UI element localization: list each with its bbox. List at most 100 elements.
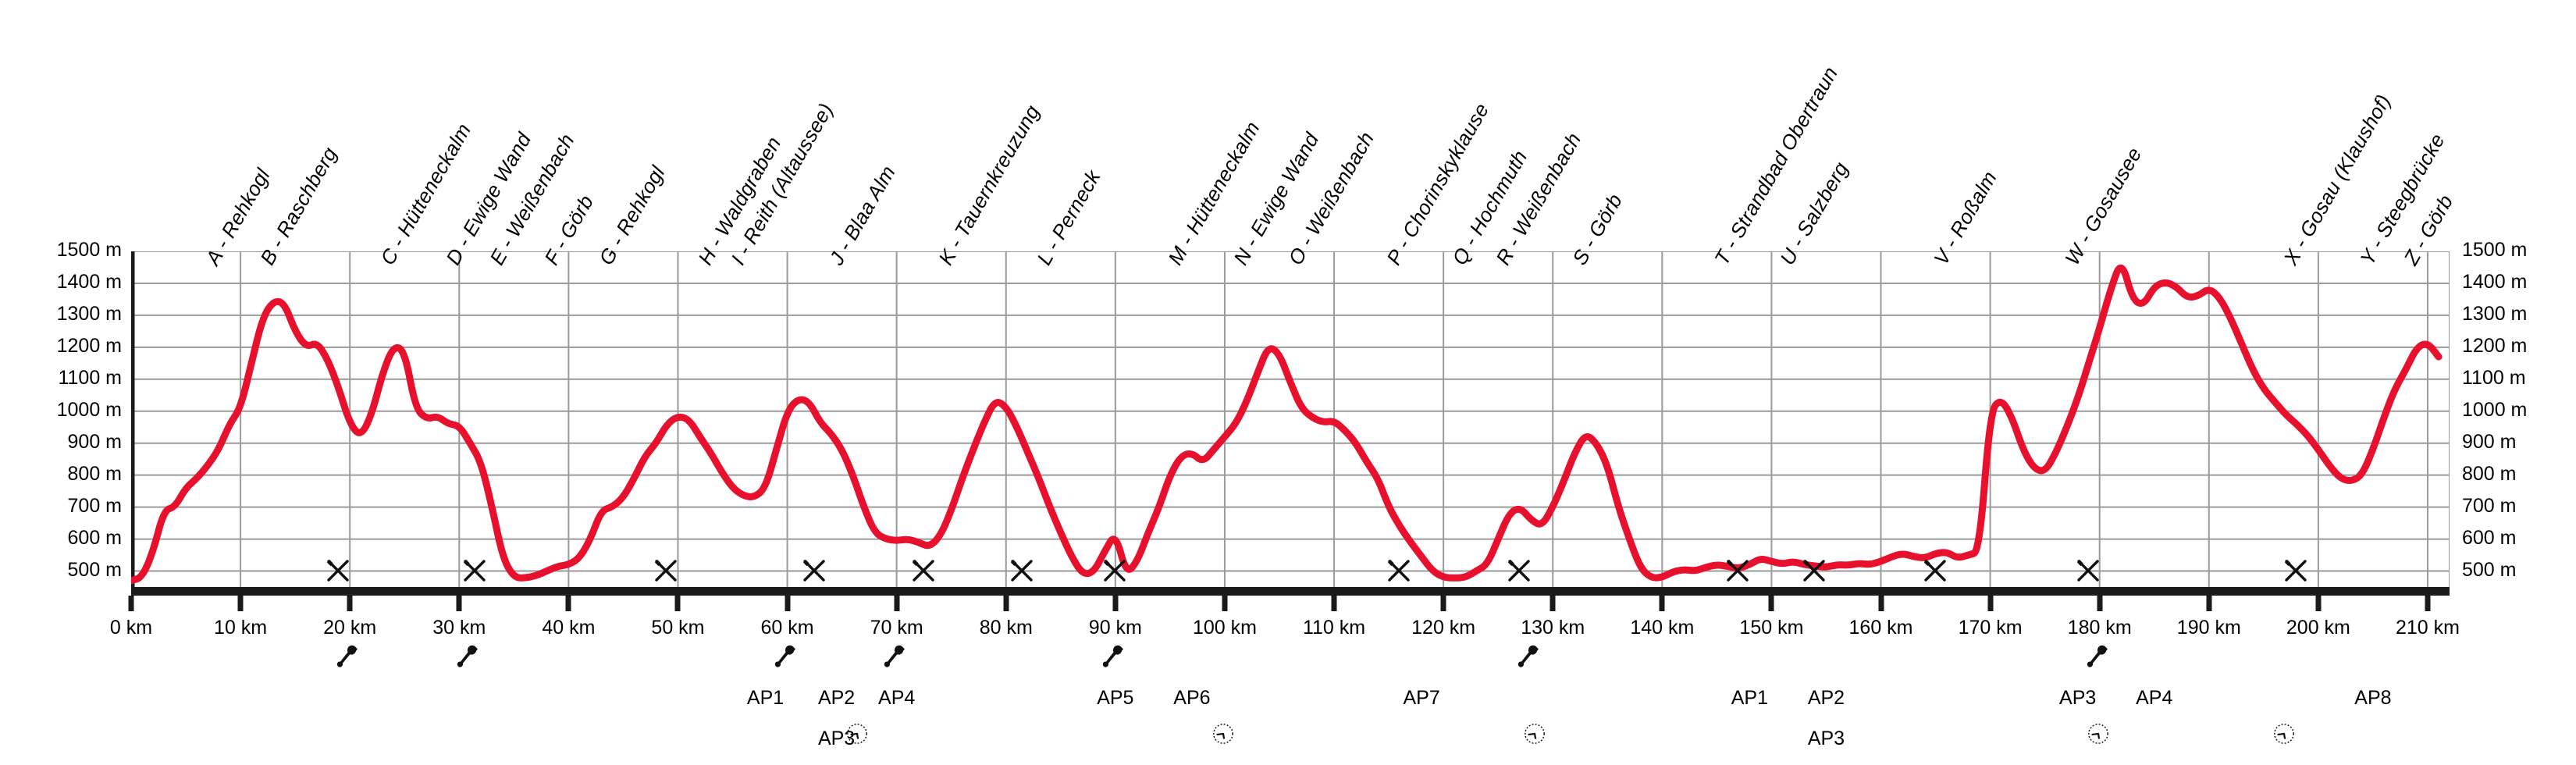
y-tick-label-right: 500 m	[2462, 558, 2517, 581]
y-tick-label-left: 1200 m	[56, 334, 122, 357]
x-axis-tick	[785, 596, 791, 611]
y-tick-label-left: 1100 m	[58, 366, 122, 389]
wrench-icon	[884, 644, 910, 674]
x-axis-tick	[674, 596, 681, 611]
x-tick-label: 0 km	[109, 617, 153, 639]
y-tick-label-right: 1200 m	[2462, 334, 2528, 357]
y-tick-label-right: 900 m	[2462, 430, 2517, 453]
x-tick-label: 10 km	[214, 617, 268, 639]
x-axis-tick	[1112, 596, 1119, 611]
x-tick-label: 170 km	[1958, 617, 2023, 639]
x-tick-label: 110 km	[1302, 617, 1366, 639]
x-axis-tick	[894, 596, 900, 611]
restaurant-icon	[1507, 558, 1533, 585]
restaurant-icon	[653, 558, 680, 585]
ap-label-ap8: AP8	[2354, 687, 2392, 709]
x-tick-label: 150 km	[1739, 617, 1804, 639]
x-axis-tick	[1659, 596, 1665, 611]
y-tick-label-right: 700 m	[2462, 494, 2517, 517]
x-tick-label: 60 km	[760, 617, 814, 639]
ap-label-ap1: AP1	[746, 687, 785, 709]
y-tick-label-right: 800 m	[2462, 462, 2517, 485]
x-tick-label: 210 km	[2395, 617, 2460, 639]
x-tick-label: 70 km	[870, 617, 923, 639]
x-axis-tick	[1222, 596, 1228, 611]
x-tick-label: 20 km	[323, 617, 377, 639]
y-tick-label-left: 700 m	[67, 494, 122, 517]
ap-label-ap4: AP4	[2136, 687, 2173, 709]
wrench-icon	[1517, 644, 1544, 674]
x-axis-tick	[1987, 596, 1994, 611]
ap-label-ap5: AP5	[1097, 687, 1134, 709]
y-tick-label-left: 1000 m	[56, 398, 122, 421]
ap-label-ap7: AP7	[1403, 687, 1440, 709]
poi-label-t: T - Strandbad Obertraun	[1710, 62, 1843, 269]
x-axis-tick	[565, 596, 571, 611]
restaurant-icon	[2076, 558, 2102, 585]
x-tick-label: 40 km	[542, 617, 596, 639]
ap-label-ap3: AP3	[817, 728, 856, 749]
x-axis-tick	[2315, 596, 2322, 611]
plot-area	[131, 251, 2450, 587]
x-tick-label: 90 km	[1088, 617, 1142, 639]
ap-label-ap6: AP6	[1173, 687, 1211, 709]
profile-svg	[131, 251, 2450, 587]
ap-label-ap2: AP2	[1807, 687, 1845, 709]
ap-label-ap2: AP2	[817, 687, 856, 709]
restaurant-icon	[2283, 558, 2310, 585]
x-tick-label: 50 km	[651, 617, 705, 639]
x-axis-tick	[1550, 596, 1556, 611]
ap-label-ap4: AP4	[878, 687, 916, 709]
restaurant-icon	[1725, 558, 1752, 585]
x-tick-label: 30 km	[432, 617, 486, 639]
x-axis-tick	[237, 596, 244, 611]
clock-icon	[1212, 722, 1238, 752]
x-axis-tick	[1768, 596, 1774, 611]
y-tick-label-right: 1400 m	[2462, 270, 2528, 293]
y-tick-label-left: 800 m	[67, 462, 122, 485]
restaurant-icon	[1102, 558, 1129, 585]
x-tick-label: 100 km	[1192, 617, 1257, 639]
y-tick-label-left: 600 m	[67, 526, 122, 549]
y-tick-label-right: 1100 m	[2462, 366, 2526, 389]
x-tick-label: 140 km	[1630, 617, 1695, 639]
clock-icon	[1523, 722, 1550, 752]
poi-label-k: K - Tauernkreuzung	[933, 101, 1044, 269]
restaurant-icon	[1923, 558, 1949, 585]
ap-label-ap1: AP1	[1731, 687, 1769, 709]
x-axis-tick	[2206, 596, 2212, 611]
wrench-icon	[336, 644, 363, 674]
x-axis-tick	[1331, 596, 1337, 611]
wrench-icon	[774, 644, 801, 674]
restaurant-icon	[1009, 558, 1036, 585]
x-tick-label: 160 km	[1848, 617, 1913, 639]
y-tick-label-left: 1400 m	[56, 270, 122, 293]
x-axis-tick	[2425, 596, 2431, 611]
x-tick-label: 120 km	[1411, 617, 1476, 639]
wrench-icon	[2087, 644, 2113, 674]
y-tick-label-left: 1500 m	[56, 239, 122, 261]
x-tick-label: 190 km	[2176, 617, 2241, 639]
clock-icon	[845, 722, 872, 752]
x-tick-label: 200 km	[2286, 617, 2350, 639]
y-tick-label-right: 600 m	[2462, 526, 2517, 549]
ap-label-ap3: AP3	[1807, 728, 1845, 749]
x-axis-baseline	[131, 587, 2450, 596]
x-axis-tick	[347, 596, 353, 611]
y-tick-label-left: 900 m	[67, 430, 122, 453]
y-tick-label-right: 1300 m	[2462, 302, 2528, 325]
poi-label-b: B - Raschberg	[255, 143, 342, 269]
x-axis-tick	[1878, 596, 1884, 611]
wrench-icon	[1102, 644, 1129, 674]
restaurant-icon	[462, 558, 489, 585]
x-tick-label: 80 km	[979, 617, 1033, 639]
x-axis-tick	[128, 596, 134, 611]
x-tick-label: 130 km	[1521, 617, 1585, 639]
x-tick-label: 180 km	[2067, 617, 2132, 639]
poi-label-w: W - Gosausee	[2059, 143, 2147, 269]
restaurant-icon	[1386, 558, 1413, 585]
clock-icon	[2087, 722, 2113, 752]
restaurant-icon	[326, 558, 352, 585]
restaurant-icon	[802, 558, 828, 585]
